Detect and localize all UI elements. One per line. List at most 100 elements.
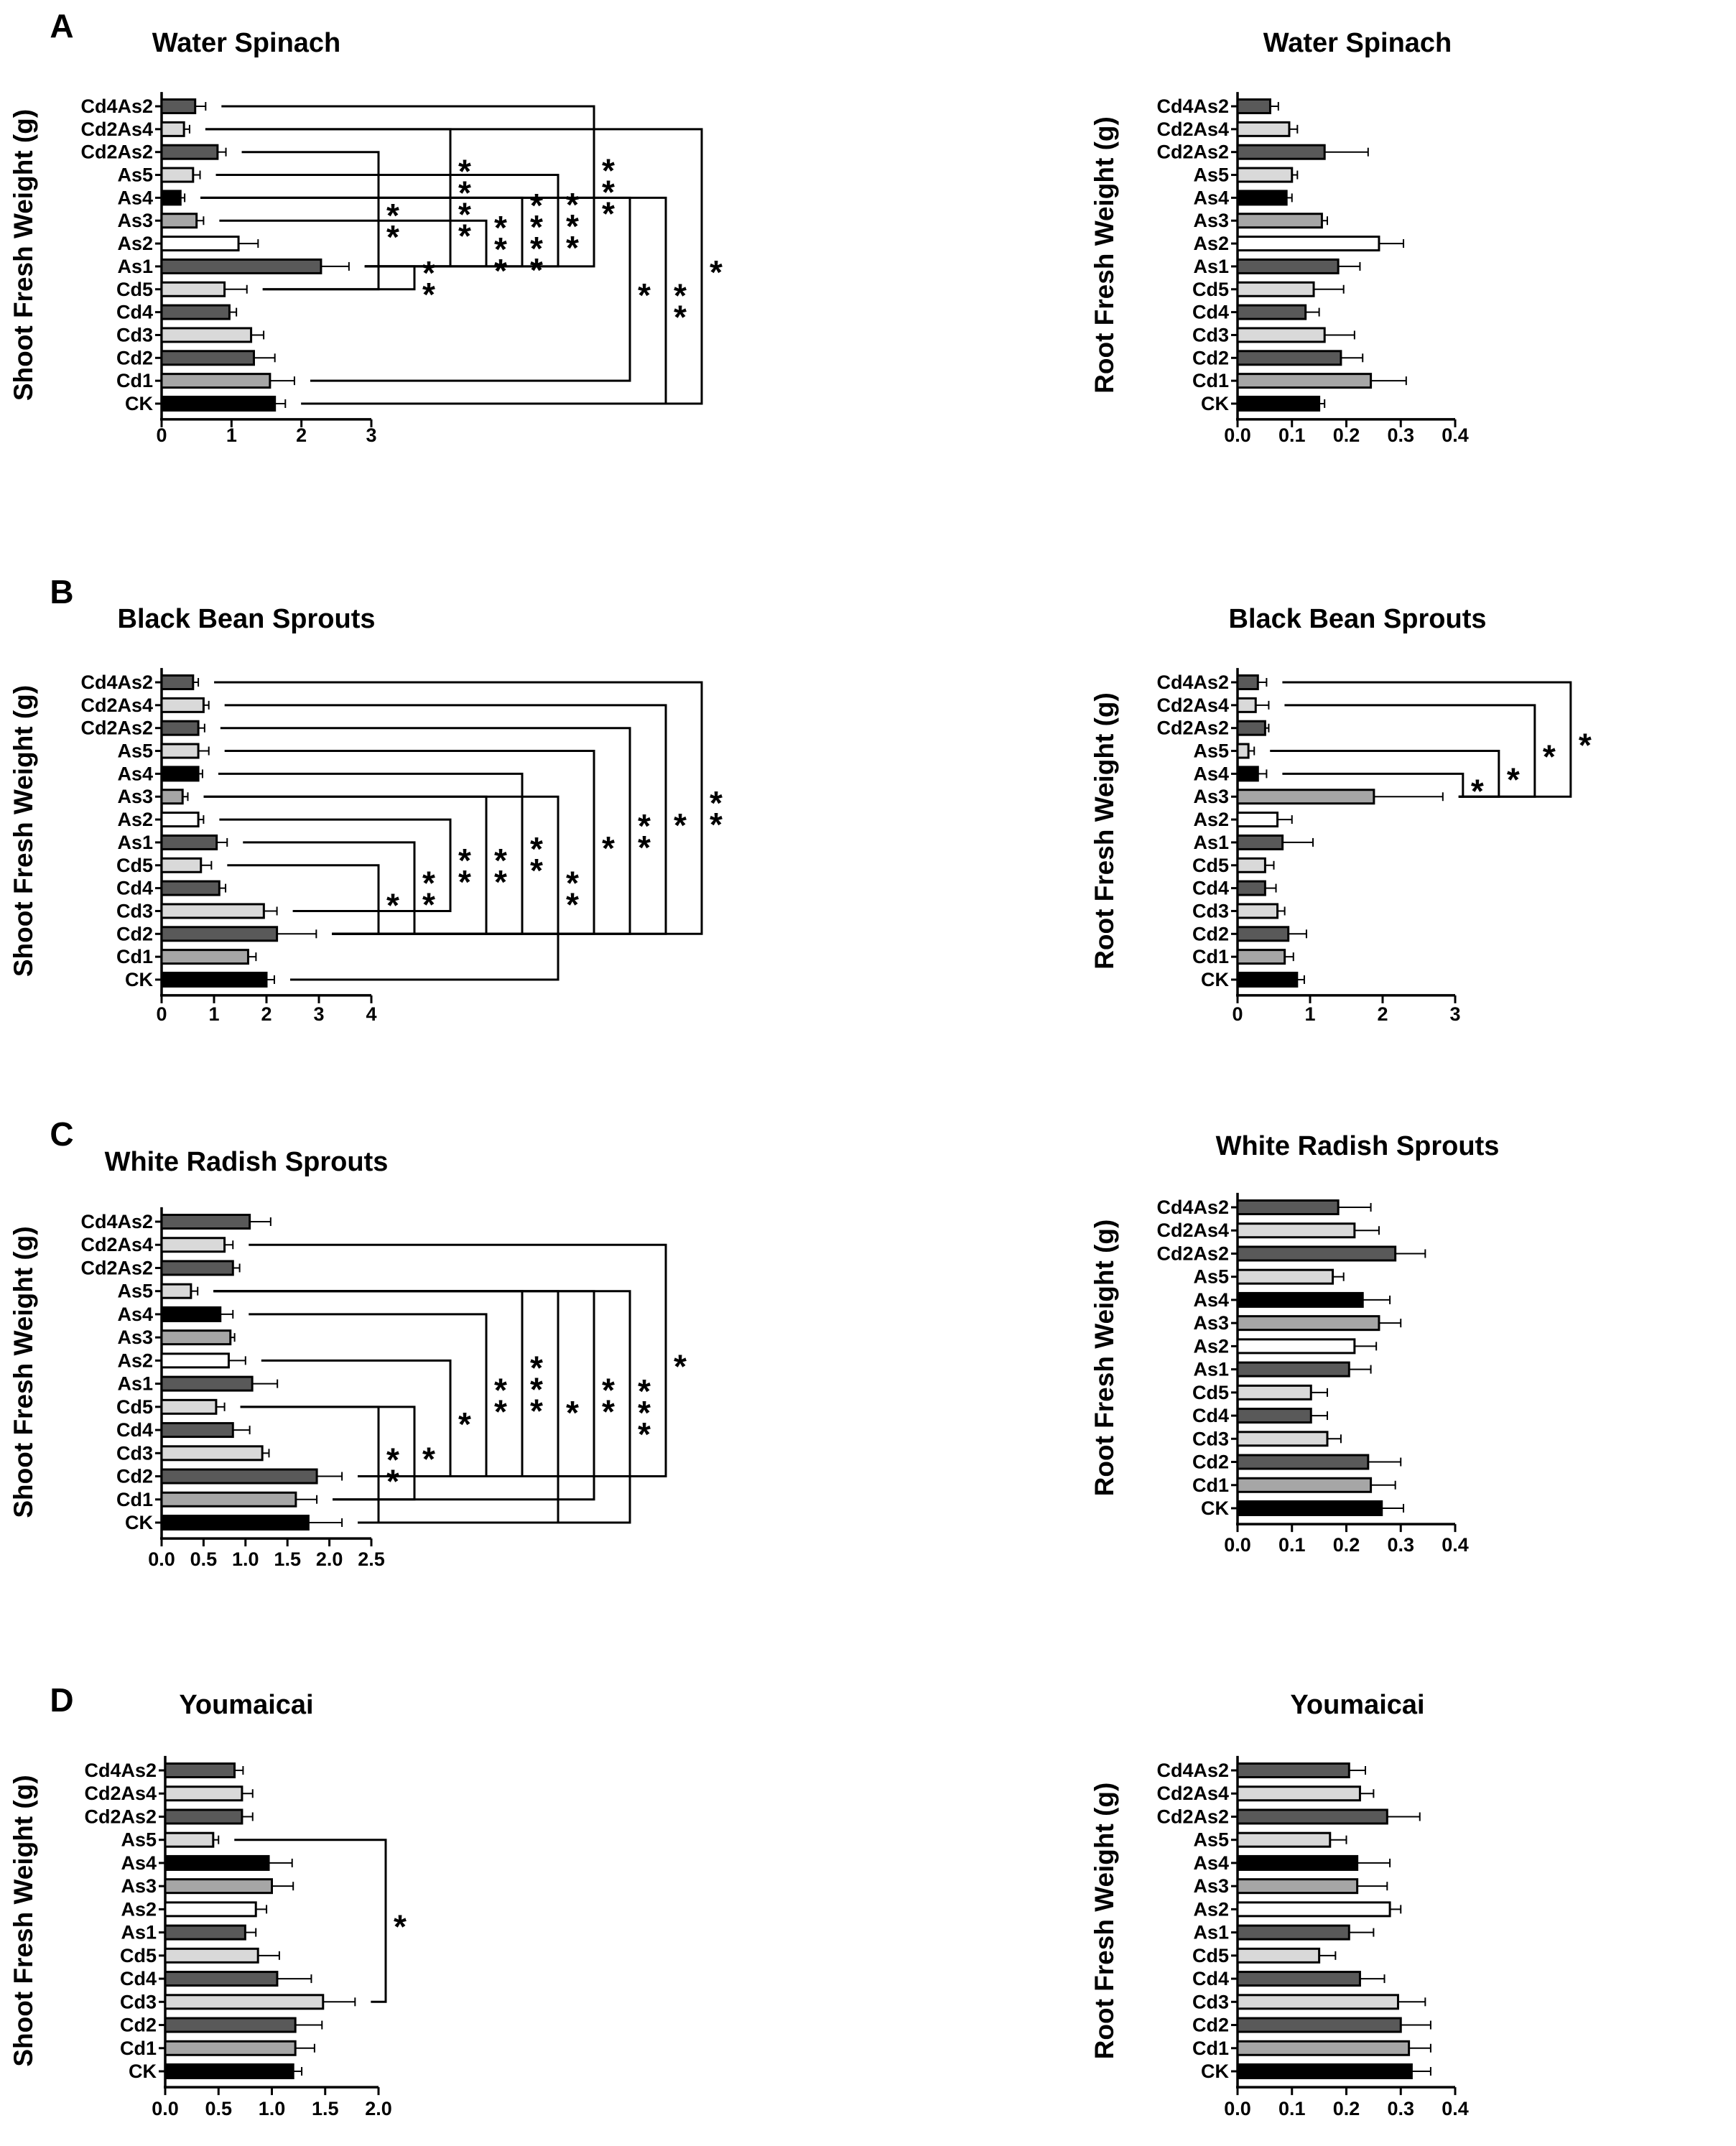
- category-label: Cd5: [1192, 855, 1229, 876]
- significance-bracket: [219, 818, 452, 912]
- significance-star: *: [458, 152, 471, 190]
- bar-Cd4As2: [1236, 98, 1271, 114]
- bar-As2: [164, 1901, 257, 1918]
- significance-bracket: [214, 681, 703, 935]
- significance-star: *: [566, 229, 579, 266]
- bar-As1: [1236, 1361, 1350, 1378]
- category-label: Cd2As4: [80, 1234, 153, 1255]
- x-tick-label: 0: [1232, 1003, 1243, 1025]
- significance-bracket: [221, 105, 595, 268]
- significance-star: *: [494, 863, 507, 901]
- bar-CK: [160, 396, 277, 412]
- significance-star: *: [638, 1394, 651, 1431]
- category-label: Cd4As2: [84, 1760, 157, 1781]
- bar-As4: [164, 1854, 270, 1871]
- category-label: As2: [1193, 809, 1229, 830]
- category-label: Cd1: [1192, 946, 1229, 967]
- panel-label: B: [50, 573, 73, 610]
- category-label: Cd5: [120, 1945, 157, 1966]
- category-label: Cd2: [1192, 1451, 1229, 1473]
- significance-star: *: [422, 1440, 435, 1477]
- category-label: Cd2As4: [80, 119, 153, 140]
- x-tick-label: 4: [366, 1003, 376, 1025]
- bar-As3: [1236, 1315, 1380, 1332]
- category-label: Cd4As2: [80, 96, 153, 117]
- x-tick-label: 0.0: [1224, 1534, 1251, 1556]
- bar-As2: [160, 1352, 230, 1369]
- bar-Cd3: [164, 1994, 325, 2010]
- bar-Cd4As2: [160, 98, 197, 114]
- bar-Cd1: [160, 373, 271, 389]
- bar-As4: [1236, 190, 1288, 206]
- chart-title: White Radish Sprouts: [105, 1147, 389, 1177]
- category-label: Cd3: [116, 324, 153, 345]
- bar-As3: [1236, 789, 1375, 805]
- category-label: CK: [129, 2061, 157, 2082]
- x-tick-label: 1.0: [232, 1548, 259, 1570]
- significance-star: *: [494, 252, 507, 289]
- bar-Cd4: [160, 1422, 234, 1439]
- category-label: As2: [1193, 1335, 1229, 1357]
- category-label: As5: [1193, 740, 1229, 762]
- chart-title: Water Spinach: [152, 28, 341, 58]
- bar-Cd3: [160, 327, 253, 343]
- bar-Cd1: [160, 1491, 297, 1508]
- bar-Cd2As4: [160, 697, 205, 713]
- category-label: Cd4As2: [1156, 1197, 1229, 1218]
- significance-star: *: [422, 254, 435, 292]
- category-label: As1: [1193, 1359, 1229, 1380]
- significance-star: *: [566, 186, 579, 223]
- x-tick-label: 2.0: [316, 1548, 343, 1570]
- category-label: As4: [1193, 1289, 1229, 1311]
- bar-Cd5: [1236, 1947, 1321, 1964]
- x-tick-label: 0.0: [152, 2098, 179, 2119]
- category-label: Cd2As2: [80, 717, 153, 739]
- x-tick-label: 2: [261, 1003, 271, 1025]
- significance-star: *: [530, 1393, 543, 1430]
- category-label: Cd2As2: [84, 1806, 157, 1827]
- category-label: CK: [1201, 969, 1229, 990]
- bar-As5: [1236, 167, 1294, 183]
- category-label: Cd2: [116, 1466, 153, 1487]
- x-tick-label: 0.0: [1224, 2098, 1251, 2119]
- x-tick-label: 0.0: [1224, 424, 1251, 446]
- bar-CK: [1236, 396, 1321, 412]
- x-tick-label: 0.5: [205, 2098, 232, 2119]
- bar-As3: [160, 1329, 232, 1346]
- chart-C-shoot: C White Radish Sprouts Shoot Fresh Weight …: [9, 1115, 687, 1570]
- bar-As4: [1236, 1854, 1359, 1871]
- bar-As1: [160, 258, 322, 274]
- significance-star: *: [674, 1347, 687, 1385]
- x-tick-label: 0.3: [1387, 2098, 1414, 2119]
- bar-As4: [160, 766, 200, 782]
- bar-Cd2As4: [1236, 1222, 1356, 1239]
- bar-Cd4As2: [1236, 1199, 1340, 1215]
- category-label: Cd3: [1192, 1428, 1229, 1449]
- significance-bracket: [234, 1839, 387, 2003]
- category-label: Cd2As2: [80, 1257, 153, 1278]
- category-label: As4: [1193, 187, 1229, 208]
- significance-star: *: [710, 784, 723, 822]
- x-tick-label: 3: [1449, 1003, 1460, 1025]
- significance-star: *: [602, 1372, 615, 1409]
- category-label: Cd1: [1192, 370, 1229, 391]
- x-tick-label: 0.2: [1333, 2098, 1360, 2119]
- significance-star: *: [530, 1371, 543, 1408]
- category-label: CK: [125, 1512, 153, 1533]
- category-label: As5: [1193, 1829, 1229, 1851]
- significance-star: *: [710, 254, 723, 291]
- significance-star: *: [494, 1393, 507, 1431]
- significance-star: *: [710, 806, 723, 843]
- category-label: As3: [117, 1327, 153, 1348]
- category-label: Cd2As2: [1156, 1242, 1229, 1264]
- y-axis-label: Shoot Fresh Weight (g): [9, 685, 38, 977]
- category-label: Cd2: [116, 923, 153, 944]
- x-tick-label: 3: [366, 424, 376, 446]
- category-label: As2: [117, 809, 153, 830]
- significance-star: *: [494, 842, 507, 879]
- bar-As2: [160, 812, 200, 828]
- category-label: Cd4: [116, 878, 153, 899]
- category-label: Cd2As4: [1156, 1220, 1229, 1241]
- bar-As5: [160, 1283, 192, 1299]
- significance-star: *: [674, 807, 687, 844]
